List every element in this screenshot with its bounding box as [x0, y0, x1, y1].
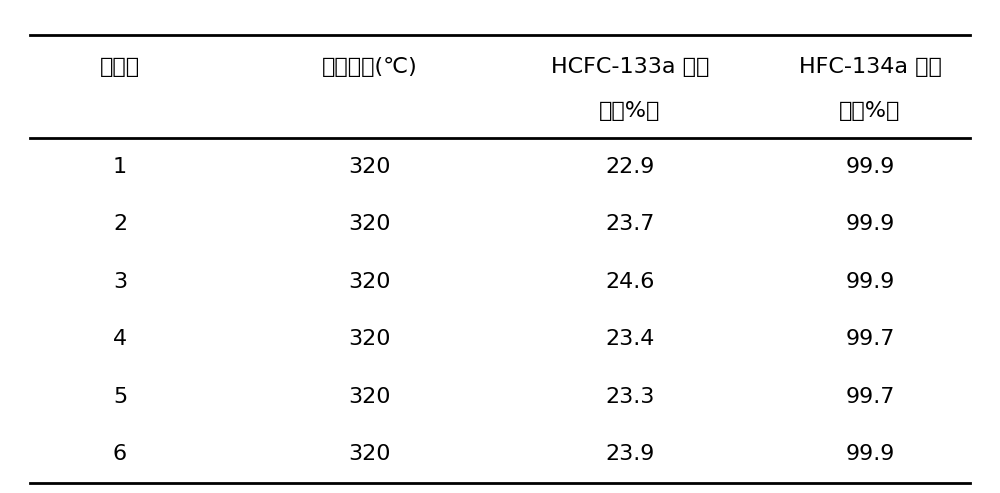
- Text: 6: 6: [113, 444, 127, 464]
- Text: 99.9: 99.9: [845, 157, 895, 177]
- Text: 22.9: 22.9: [605, 157, 655, 177]
- Text: 320: 320: [349, 214, 391, 234]
- Text: 2: 2: [113, 214, 127, 234]
- Text: 3: 3: [113, 272, 127, 292]
- Text: 99.9: 99.9: [845, 444, 895, 464]
- Text: 320: 320: [349, 157, 391, 177]
- Text: 320: 320: [349, 329, 391, 350]
- Text: 320: 320: [349, 444, 391, 464]
- Text: 5: 5: [113, 387, 127, 407]
- Text: 99.9: 99.9: [845, 272, 895, 292]
- Text: 性（%）: 性（%）: [839, 101, 901, 121]
- Text: 24.6: 24.6: [605, 272, 655, 292]
- Text: 实施例: 实施例: [100, 57, 140, 76]
- Text: 99.9: 99.9: [845, 214, 895, 234]
- Text: 23.7: 23.7: [605, 214, 655, 234]
- Text: 23.9: 23.9: [605, 444, 655, 464]
- Text: HFC-134a 选择: HFC-134a 选择: [799, 57, 941, 76]
- Text: 320: 320: [349, 272, 391, 292]
- Text: 4: 4: [113, 329, 127, 350]
- Text: 23.4: 23.4: [605, 329, 655, 350]
- Text: 1: 1: [113, 157, 127, 177]
- Text: 率（%）: 率（%）: [599, 101, 661, 121]
- Text: 320: 320: [349, 387, 391, 407]
- Text: 99.7: 99.7: [845, 387, 895, 407]
- Text: 23.3: 23.3: [605, 387, 655, 407]
- Text: 99.7: 99.7: [845, 329, 895, 350]
- Text: HCFC-133a 转化: HCFC-133a 转化: [551, 57, 709, 76]
- Text: 反应温度(℃): 反应温度(℃): [322, 57, 418, 76]
